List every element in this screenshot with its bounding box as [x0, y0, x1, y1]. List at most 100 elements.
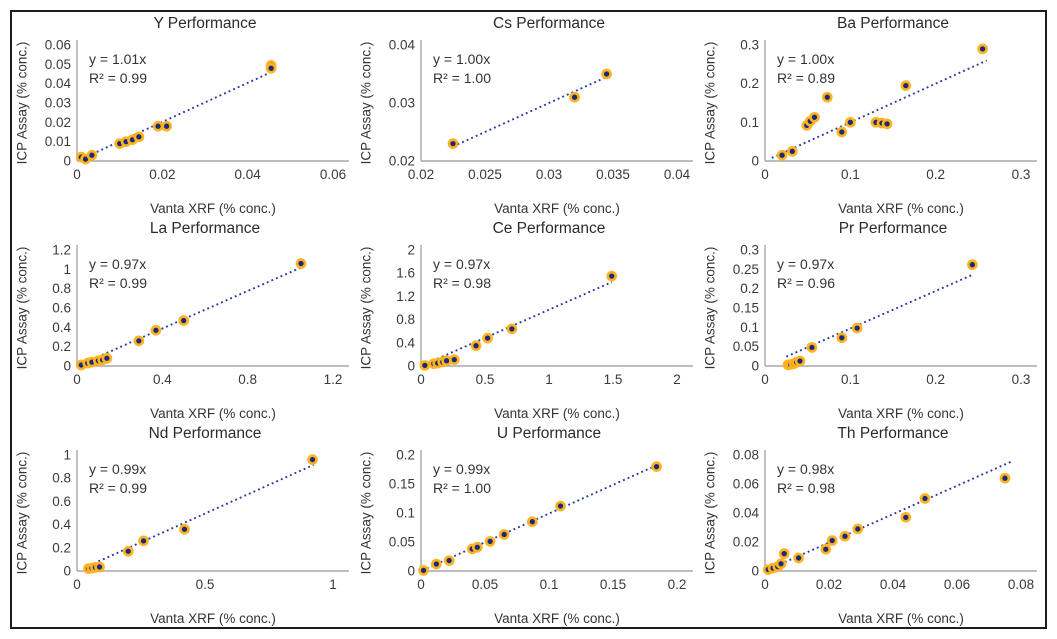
chart-title: Y Performance [153, 15, 257, 32]
chart-panel-ce: Ce Performance y = 0.97x R² = 0.98 ICP A… [357, 218, 701, 423]
svg-text:0.4: 0.4 [396, 335, 415, 350]
svg-text:0.15: 0.15 [600, 577, 626, 592]
svg-text:0.3: 0.3 [1012, 372, 1031, 387]
x-axis-title: Vanta XRF (% conc.) [494, 406, 620, 421]
x-axis-title: Vanta XRF (% conc.) [494, 201, 620, 216]
svg-text:0.2: 0.2 [52, 540, 71, 555]
fit-equation: y = 0.98x [777, 461, 835, 477]
svg-text:0: 0 [761, 167, 769, 182]
svg-text:0.25: 0.25 [733, 262, 759, 277]
chart-title: Nd Performance [148, 425, 262, 442]
svg-text:0.6: 0.6 [52, 494, 71, 509]
fit-r-squared: R² = 0.99 [89, 274, 147, 291]
svg-text:0: 0 [751, 564, 759, 579]
svg-text:0.06: 0.06 [733, 477, 759, 492]
svg-text:0.03: 0.03 [389, 96, 415, 111]
svg-text:0.02: 0.02 [408, 167, 434, 182]
svg-text:0.1: 0.1 [841, 372, 860, 387]
svg-text:0.05: 0.05 [733, 339, 759, 354]
svg-text:0: 0 [73, 167, 81, 182]
scatter-plot: 0 0.1 0.2 0.3 0 0.05 0.1 0.15 0.2 0.25 0.3 [733, 243, 1037, 387]
svg-text:0.8: 0.8 [52, 281, 71, 296]
svg-text:0.4: 0.4 [153, 372, 172, 387]
chart-title: Th Performance [837, 425, 949, 442]
scatter-plot: 0 0.02 0.04 0.06 0.08 0 0.02 0.04 0.06 0.08 [733, 448, 1037, 592]
svg-text:0: 0 [751, 154, 759, 169]
fit-r-squared: R² = 0.99 [89, 479, 147, 496]
svg-text:0.02: 0.02 [149, 167, 175, 182]
svg-text:2: 2 [673, 372, 681, 387]
fit-annotation: y = 0.99x R² = 0.99 [89, 460, 147, 497]
svg-text:0.3: 0.3 [740, 243, 759, 258]
x-axis-title: Vanta XRF (% conc.) [838, 406, 964, 421]
fit-equation: y = 1.00x [777, 51, 835, 67]
svg-text:0.04: 0.04 [664, 167, 691, 182]
svg-text:0: 0 [407, 359, 415, 374]
fit-annotation: y = 0.97x R² = 0.98 [433, 255, 491, 292]
fit-r-squared: R² = 1.00 [433, 69, 491, 86]
svg-text:0.04: 0.04 [45, 76, 72, 91]
svg-text:0.04: 0.04 [733, 506, 760, 521]
svg-text:0.03: 0.03 [45, 96, 71, 111]
fit-r-squared: R² = 0.89 [777, 69, 835, 86]
svg-text:0.01: 0.01 [45, 134, 71, 149]
svg-text:0.3: 0.3 [740, 38, 759, 53]
svg-text:0.08: 0.08 [733, 448, 759, 463]
svg-text:1: 1 [329, 577, 337, 592]
svg-text:0.04: 0.04 [235, 167, 262, 182]
chart-panel-ba: Ba Performance y = 1.00x R² = 0.89 ICP A… [701, 13, 1045, 218]
svg-text:0: 0 [761, 577, 769, 592]
svg-text:0: 0 [417, 372, 425, 387]
scatter-plot: 0 0.02 0.04 0.06 0 0.01 0.02 0.03 0.04 0.05 0.06 [45, 38, 349, 182]
svg-text:0.2: 0.2 [668, 577, 687, 592]
svg-text:0.2: 0.2 [926, 372, 945, 387]
fit-annotation: y = 1.00x R² = 0.89 [777, 50, 835, 87]
svg-text:0.02: 0.02 [816, 577, 842, 592]
chart-panel-u: U Performance y = 0.99x R² = 1.00 ICP As… [357, 423, 701, 628]
fit-equation: y = 0.97x [89, 256, 147, 272]
svg-text:0.02: 0.02 [45, 115, 71, 130]
svg-text:0.2: 0.2 [52, 339, 71, 354]
svg-text:0.2: 0.2 [396, 448, 415, 463]
svg-text:0.2: 0.2 [740, 281, 759, 296]
fit-r-squared: R² = 0.96 [777, 274, 835, 291]
svg-text:0.1: 0.1 [841, 167, 860, 182]
chart-title: U Performance [496, 425, 602, 442]
svg-text:0.04: 0.04 [880, 577, 907, 592]
fit-r-squared: R² = 1.00 [433, 479, 491, 496]
svg-text:0.8: 0.8 [238, 372, 257, 387]
svg-text:0.3: 0.3 [1012, 167, 1031, 182]
svg-text:0.2: 0.2 [926, 167, 945, 182]
svg-text:1.2: 1.2 [396, 289, 415, 304]
fit-equation: y = 0.97x [777, 256, 835, 272]
svg-text:0.8: 0.8 [396, 312, 415, 327]
svg-text:1: 1 [545, 372, 553, 387]
x-axis-title: Vanta XRF (% conc.) [838, 201, 964, 216]
fit-r-squared: R² = 0.99 [89, 69, 147, 86]
svg-text:0.02: 0.02 [733, 535, 759, 550]
chart-panel-nd: Nd Performance y = 0.99x R² = 0.99 ICP A… [13, 423, 357, 628]
fit-equation: y = 1.01x [89, 51, 147, 67]
chart-panel-th: Th Performance y = 0.98x R² = 0.98 ICP A… [701, 423, 1045, 628]
chart-title: La Performance [149, 220, 261, 237]
svg-text:0: 0 [407, 564, 415, 579]
svg-text:1.2: 1.2 [52, 243, 71, 258]
svg-text:0.025: 0.025 [468, 167, 502, 182]
svg-text:0: 0 [63, 359, 71, 374]
svg-text:0.15: 0.15 [389, 477, 415, 492]
svg-text:0.1: 0.1 [740, 320, 759, 335]
chart-panel-y: Y Performance y = 1.01x R² = 0.99 ICP As… [13, 13, 357, 218]
svg-text:0: 0 [417, 577, 425, 592]
svg-text:0.1: 0.1 [396, 506, 415, 521]
svg-text:0.06: 0.06 [45, 38, 71, 53]
fit-annotation: y = 1.01x R² = 0.99 [89, 50, 147, 87]
svg-text:0.08: 0.08 [1008, 577, 1034, 592]
svg-text:0.05: 0.05 [472, 577, 498, 592]
svg-text:0: 0 [73, 372, 81, 387]
svg-text:0.06: 0.06 [944, 577, 970, 592]
svg-text:0.1: 0.1 [740, 115, 759, 130]
svg-text:1: 1 [63, 262, 71, 277]
svg-text:0.6: 0.6 [52, 301, 71, 316]
svg-text:0.03: 0.03 [536, 167, 562, 182]
fit-r-squared: R² = 0.98 [433, 274, 491, 291]
